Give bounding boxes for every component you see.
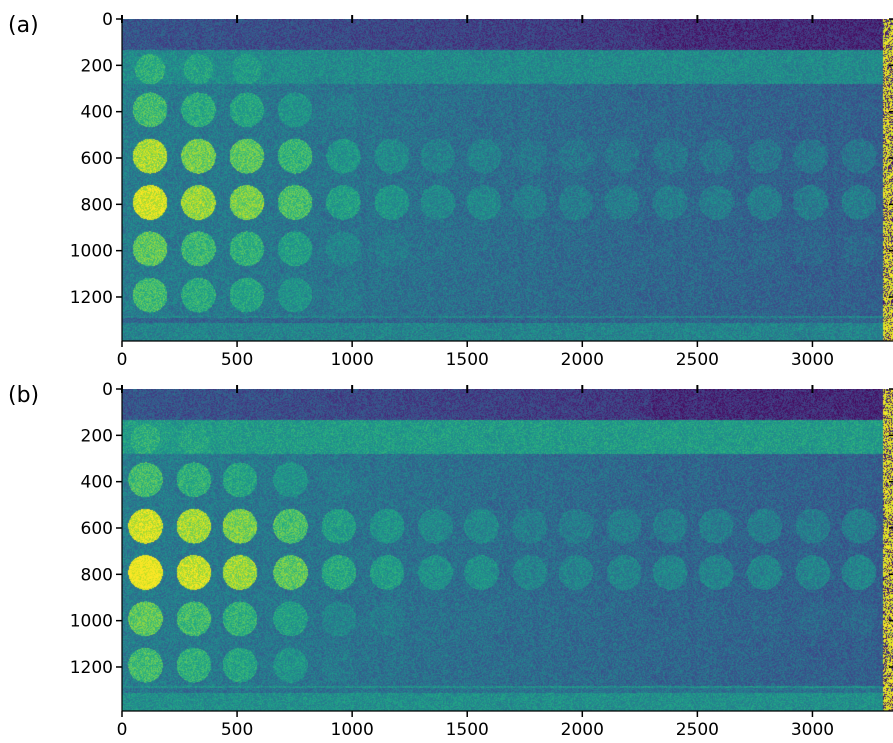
y-tick-label: 600: [81, 149, 113, 169]
x-tick-label: 1000: [331, 350, 374, 370]
x-tick-label: 500: [221, 350, 253, 370]
y-tick-label: 1200: [70, 658, 113, 678]
x-tick-label: 0: [117, 350, 128, 370]
y-tick-label: 1000: [70, 612, 113, 632]
x-tick-label: 3000: [791, 720, 834, 740]
panel-label: (b): [8, 383, 39, 408]
y-tick-label: 1000: [70, 242, 113, 262]
y-tick-label: 400: [81, 473, 113, 493]
y-tick-label: 400: [81, 103, 113, 123]
x-tick-label: 500: [221, 720, 253, 740]
y-tick-label: 1200: [70, 288, 113, 308]
y-tick-label: 800: [81, 195, 113, 215]
heatmap-panel-a: 0 500 1000 1500 2000 2500 3000 0 200 400 600 800 100…: [8, 10, 893, 370]
y-tick-label: 0: [102, 10, 113, 30]
x-tick-label: 2000: [561, 350, 604, 370]
x-tick-label: 2000: [561, 720, 604, 740]
y-tick-label: 0: [102, 380, 113, 400]
x-tick-label: 3000: [791, 350, 834, 370]
heatmap-panel-b: 0 500 1000 1500 2000 2500 3000 0 200 400 600 800 100…: [8, 380, 893, 740]
x-tick-label: 1000: [331, 720, 374, 740]
y-tick-label: 200: [81, 426, 113, 446]
x-tick-label: 1500: [446, 350, 489, 370]
heatmap-image: [122, 389, 893, 711]
x-tick-label: 1500: [446, 720, 489, 740]
x-tick-label: 2500: [676, 720, 719, 740]
panel-label: (a): [8, 13, 39, 38]
y-tick-label: 600: [81, 519, 113, 539]
heatmap-image: [122, 19, 893, 341]
x-tick-label: 0: [117, 720, 128, 740]
y-tick-label: 200: [81, 56, 113, 76]
x-tick-label: 2500: [676, 350, 719, 370]
y-tick-label: 800: [81, 565, 113, 585]
